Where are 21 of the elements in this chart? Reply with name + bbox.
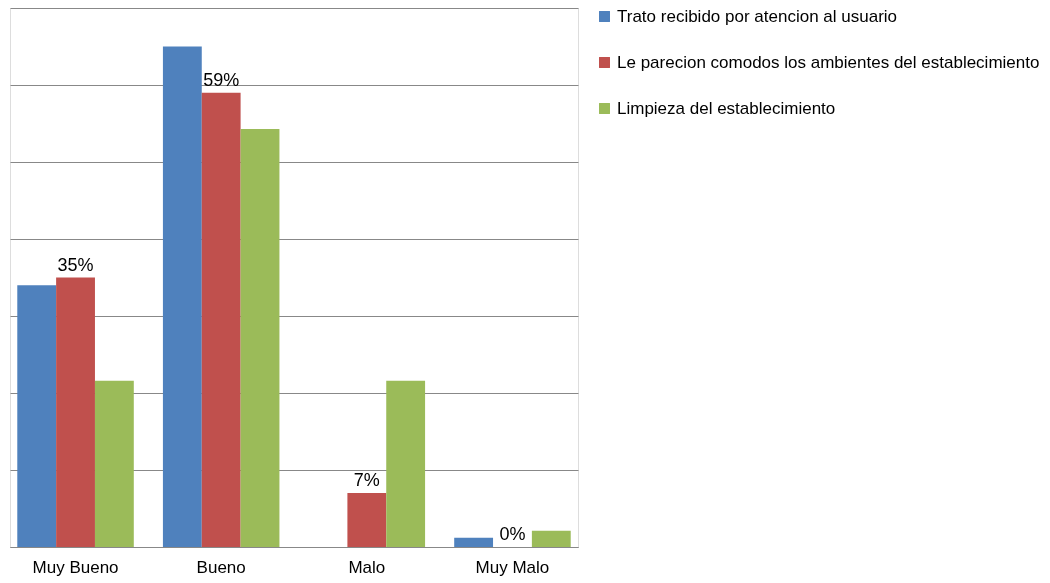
x-tick-label: Bueno	[196, 557, 246, 577]
legend-label: Trato recibido por atencion al usuario	[617, 6, 898, 26]
x-tick-label: Muy Malo	[475, 557, 550, 577]
data-label: 35%	[57, 254, 94, 275]
bar	[56, 277, 95, 547]
bar	[94, 380, 134, 547]
bar	[17, 285, 57, 547]
data-label: 0%	[499, 524, 526, 544]
legend-label: Le parecion comodos los ambientes del establecimiento	[617, 52, 1040, 72]
data-label: 7%	[353, 470, 380, 491]
bar	[201, 92, 241, 547]
bar	[531, 530, 571, 547]
x-tick-label: Muy Bueno	[32, 557, 119, 577]
x-tick-label: Malo	[348, 557, 386, 577]
bar	[454, 537, 494, 547]
bar	[347, 493, 387, 547]
bar	[240, 128, 280, 547]
data-label: 59%	[203, 69, 240, 90]
bar	[386, 380, 426, 547]
bar	[162, 46, 202, 547]
legend-label: Limpieza del establecimiento	[617, 98, 836, 118]
